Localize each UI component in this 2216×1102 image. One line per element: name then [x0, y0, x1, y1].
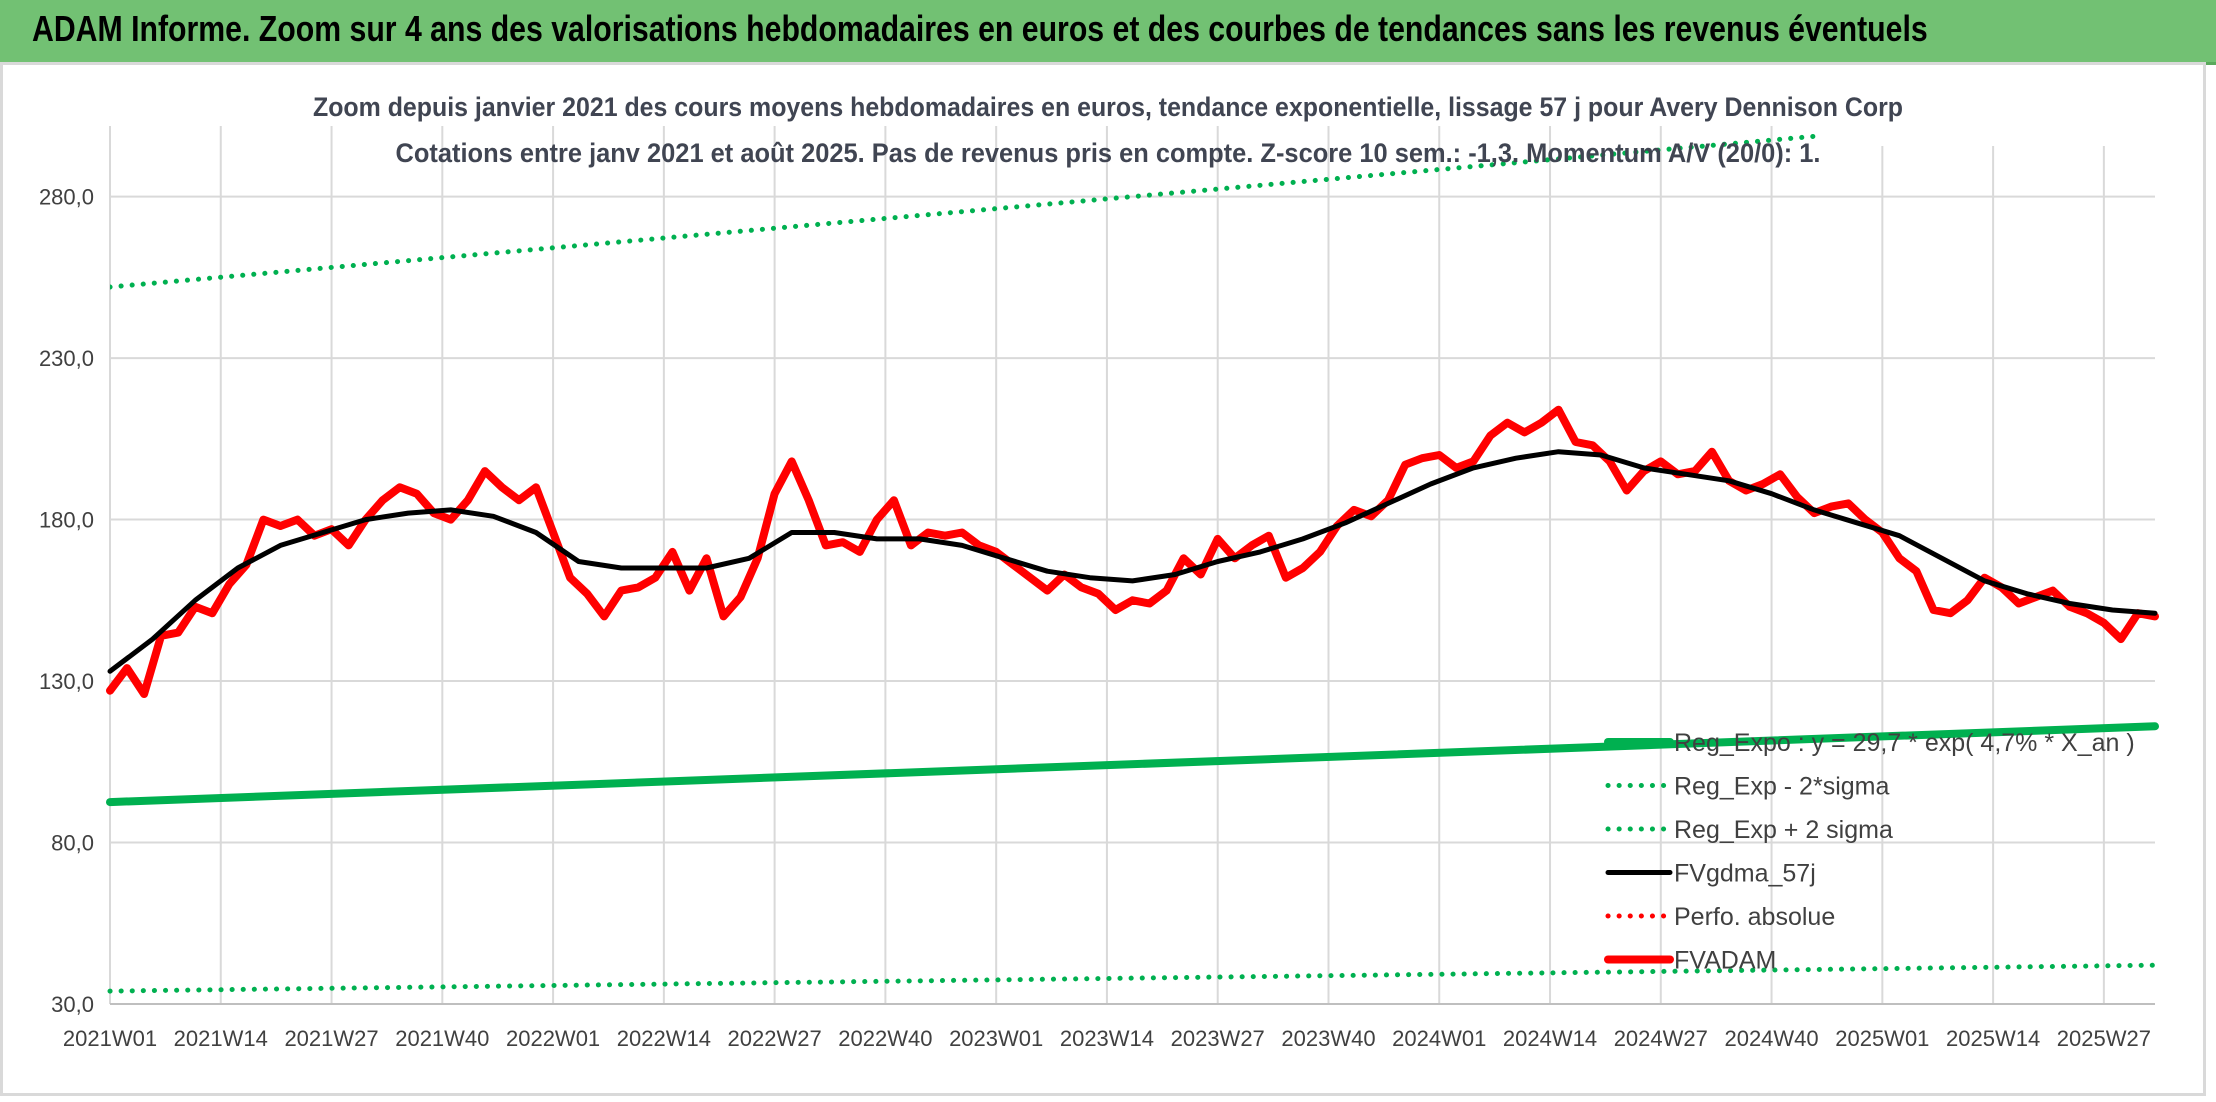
legend-entry: Reg_Expo : y = 29,7 * exp( 4,7% * X_an ) — [1674, 729, 2135, 757]
chart-subtitle: Cotations entre janv 2021 et août 2025. … — [396, 138, 1821, 168]
y-tick-label: 180,0 — [39, 508, 94, 533]
series-line-reg-exp-2-sigma — [110, 124, 1983, 290]
x-tick-label: 2025W14 — [1946, 1026, 2040, 1051]
grid — [109, 126, 2155, 1005]
x-tick-label: 2023W40 — [1281, 1026, 1375, 1051]
y-tick-label: 230,0 — [39, 346, 94, 371]
x-tick-label: 2025W01 — [1835, 1026, 1929, 1051]
x-tick-label: 2021W14 — [174, 1026, 268, 1051]
x-tick-label: 2022W27 — [728, 1026, 822, 1051]
header-banner: ADAM Informe. Zoom sur 4 ans des valoris… — [0, 0, 2216, 65]
x-tick-label: 2022W40 — [838, 1026, 932, 1051]
x-tick-label: 2023W14 — [1060, 1026, 1154, 1051]
legend-entry: Reg_Exp + 2 sigma — [1674, 816, 1893, 844]
x-tick-label: 2021W40 — [395, 1026, 489, 1051]
x-tick-label: 2021W01 — [63, 1026, 157, 1051]
x-tick-label: 2022W01 — [506, 1026, 600, 1051]
x-tick-label: 2021W27 — [284, 1026, 378, 1051]
y-tick-label: 280,0 — [39, 185, 94, 210]
chart-title: Zoom depuis janvier 2021 des cours moyen… — [313, 92, 1903, 122]
axes: 30,0 80,0 130,0 180,0 230,0 280,0 2021W01 2021W… — [39, 185, 2155, 1051]
series-line-fvgdma-57j — [107, 449, 2158, 674]
plot-area — [106, 124, 2159, 994]
x-tick-label: 2024W40 — [1724, 1026, 1818, 1051]
y-tick-label: 130,0 — [39, 669, 94, 694]
chart-frame — [0, 62, 2206, 1096]
x-tick-label: 2024W27 — [1614, 1026, 1708, 1051]
legend-entry: Reg_Exp - 2*sigma — [1674, 773, 1889, 801]
legend: Reg_Expo : y = 29,7 * exp( 4,7% * X_an )… — [1604, 729, 2135, 975]
chart-titles: Zoom depuis janvier 2021 des cours moyen… — [313, 92, 1903, 168]
series-line-reg-expo-y-29-7-exp-4-7-x-an — [106, 722, 2159, 807]
y-tick-label: 30,0 — [51, 992, 94, 1017]
legend-entry: FVgdma_57j — [1674, 860, 1816, 888]
report-title: ADAM Informe. Zoom sur 4 ans des valoris… — [32, 8, 1928, 49]
x-tick-label: 2023W27 — [1171, 1026, 1265, 1051]
legend-entry: Perfo. absolue — [1674, 903, 1835, 931]
x-tick-label: 2025W27 — [2057, 1026, 2151, 1051]
x-tick-label: 2023W01 — [949, 1026, 1043, 1051]
x-tick-label: 2024W01 — [1392, 1026, 1486, 1051]
y-tick-label: 80,0 — [51, 831, 94, 856]
x-tick-label: 2024W14 — [1503, 1026, 1597, 1051]
x-tick-label: 2022W14 — [617, 1026, 711, 1051]
legend-entry: FVADAM — [1674, 947, 1776, 975]
series-line-fvadam — [106, 405, 2159, 698]
subtitle-backdrop — [1820, 116, 2160, 146]
series-line-reg-exp-2-sigma — [107, 962, 2158, 994]
